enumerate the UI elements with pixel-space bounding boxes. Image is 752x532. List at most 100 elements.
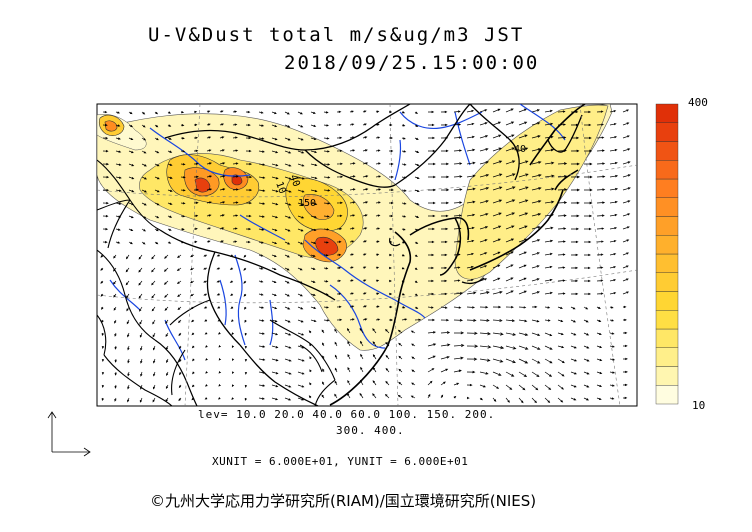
wind-arrow (596, 110, 604, 113)
wind-arrow (453, 279, 461, 282)
wind-arrow (479, 332, 491, 336)
wind-arrow (453, 331, 465, 335)
wind-arrow (375, 110, 380, 113)
wind-arrow (167, 241, 172, 244)
wind-arrow (570, 292, 579, 296)
wind-arrow (531, 173, 542, 178)
wind-arrow (140, 371, 143, 377)
wind-arrow (271, 228, 278, 232)
wind-arrow (206, 123, 211, 126)
wind-arrow (102, 188, 110, 192)
wind-arrow (609, 291, 617, 295)
wind-arrow (101, 332, 104, 336)
colorbar (655, 103, 679, 405)
wind-arrow (297, 384, 305, 388)
wind-arrow (428, 266, 435, 270)
wind-arrow (191, 332, 195, 336)
wind-arrow (492, 186, 503, 191)
wind-arrow (163, 280, 169, 285)
wind-arrow (154, 111, 159, 115)
wind-arrow (101, 306, 104, 310)
wind-arrow (609, 278, 617, 282)
wind-arrow (375, 253, 380, 256)
wind-arrow (322, 368, 325, 373)
wind-arrow (544, 252, 553, 256)
wind-arrow (179, 371, 182, 376)
wind-arrow (531, 278, 540, 282)
wind-arrow (178, 384, 182, 389)
wind-arrow (323, 111, 329, 114)
wind-arrow (518, 277, 527, 282)
wind-arrow (479, 265, 488, 269)
wind-arrow (557, 345, 565, 349)
wind-arrow (557, 384, 564, 390)
wind-arrow (323, 319, 330, 322)
wind-arrow (479, 278, 488, 282)
wind-arrow (346, 392, 351, 399)
wind-arrow (258, 358, 266, 361)
wind-arrow (151, 306, 156, 312)
wind-arrow (466, 370, 476, 374)
wind-arrow (244, 345, 248, 349)
wind-arrow (232, 162, 239, 165)
wind-arrow (492, 305, 502, 309)
wind-arrow (297, 176, 305, 180)
wind-arrow (349, 110, 354, 113)
wind-arrow (323, 228, 330, 231)
wind-arrow (245, 123, 251, 127)
wind-arrow (154, 150, 160, 154)
wind-arrow (492, 147, 502, 152)
wind-arrow (453, 356, 464, 360)
wind-arrow (206, 201, 212, 204)
wind-arrow (258, 332, 265, 335)
wind-arrow (557, 292, 566, 295)
contour-label: 40 (287, 173, 301, 188)
wind-arrow (401, 124, 406, 127)
wind-arrow (229, 267, 234, 270)
wind-arrow (271, 319, 278, 323)
wind-arrow (190, 254, 195, 258)
wind-arrow (609, 239, 617, 243)
wind-arrow (622, 148, 631, 152)
wind-arrow (336, 149, 343, 153)
wind-arrow (284, 332, 292, 336)
wind-arrow (297, 345, 305, 349)
wind-arrow (557, 149, 567, 153)
wind-arrow (622, 174, 631, 178)
wind-arrow (609, 148, 618, 152)
wind-arrow (410, 395, 416, 399)
wind-arrow (622, 331, 628, 335)
wind-arrow (140, 384, 143, 390)
wind-arrow (193, 162, 199, 166)
wind-arrow (385, 354, 390, 360)
wind-arrow (297, 150, 305, 154)
wind-arrow (309, 382, 312, 386)
wind-arrow (505, 186, 516, 191)
wind-arrow (297, 306, 304, 310)
wind-arrow (557, 279, 566, 282)
wind-arrow (596, 371, 603, 375)
wind-arrow (349, 175, 356, 178)
wind-arrow (167, 176, 173, 179)
wind-arrow (349, 253, 354, 256)
wind-arrow (232, 110, 238, 113)
wind-arrow (362, 292, 367, 295)
wind-arrow (428, 201, 436, 205)
wind-arrow (204, 332, 208, 335)
wind-arrow (427, 355, 436, 360)
wind-arrow (531, 213, 542, 217)
wind-arrow (322, 355, 325, 360)
wind-arrow (154, 202, 160, 206)
wind-arrow (385, 367, 390, 373)
wind-arrow (271, 345, 279, 349)
wind-arrow (453, 201, 463, 204)
wind-arrow (164, 254, 169, 259)
wind-arrow (297, 189, 305, 193)
borders (97, 104, 586, 406)
colorbar-swatch (655, 272, 679, 292)
wind-arrow (323, 202, 331, 205)
wind-arrow (505, 345, 517, 350)
wind-arrow (428, 175, 436, 179)
wind-arrow (544, 345, 553, 350)
